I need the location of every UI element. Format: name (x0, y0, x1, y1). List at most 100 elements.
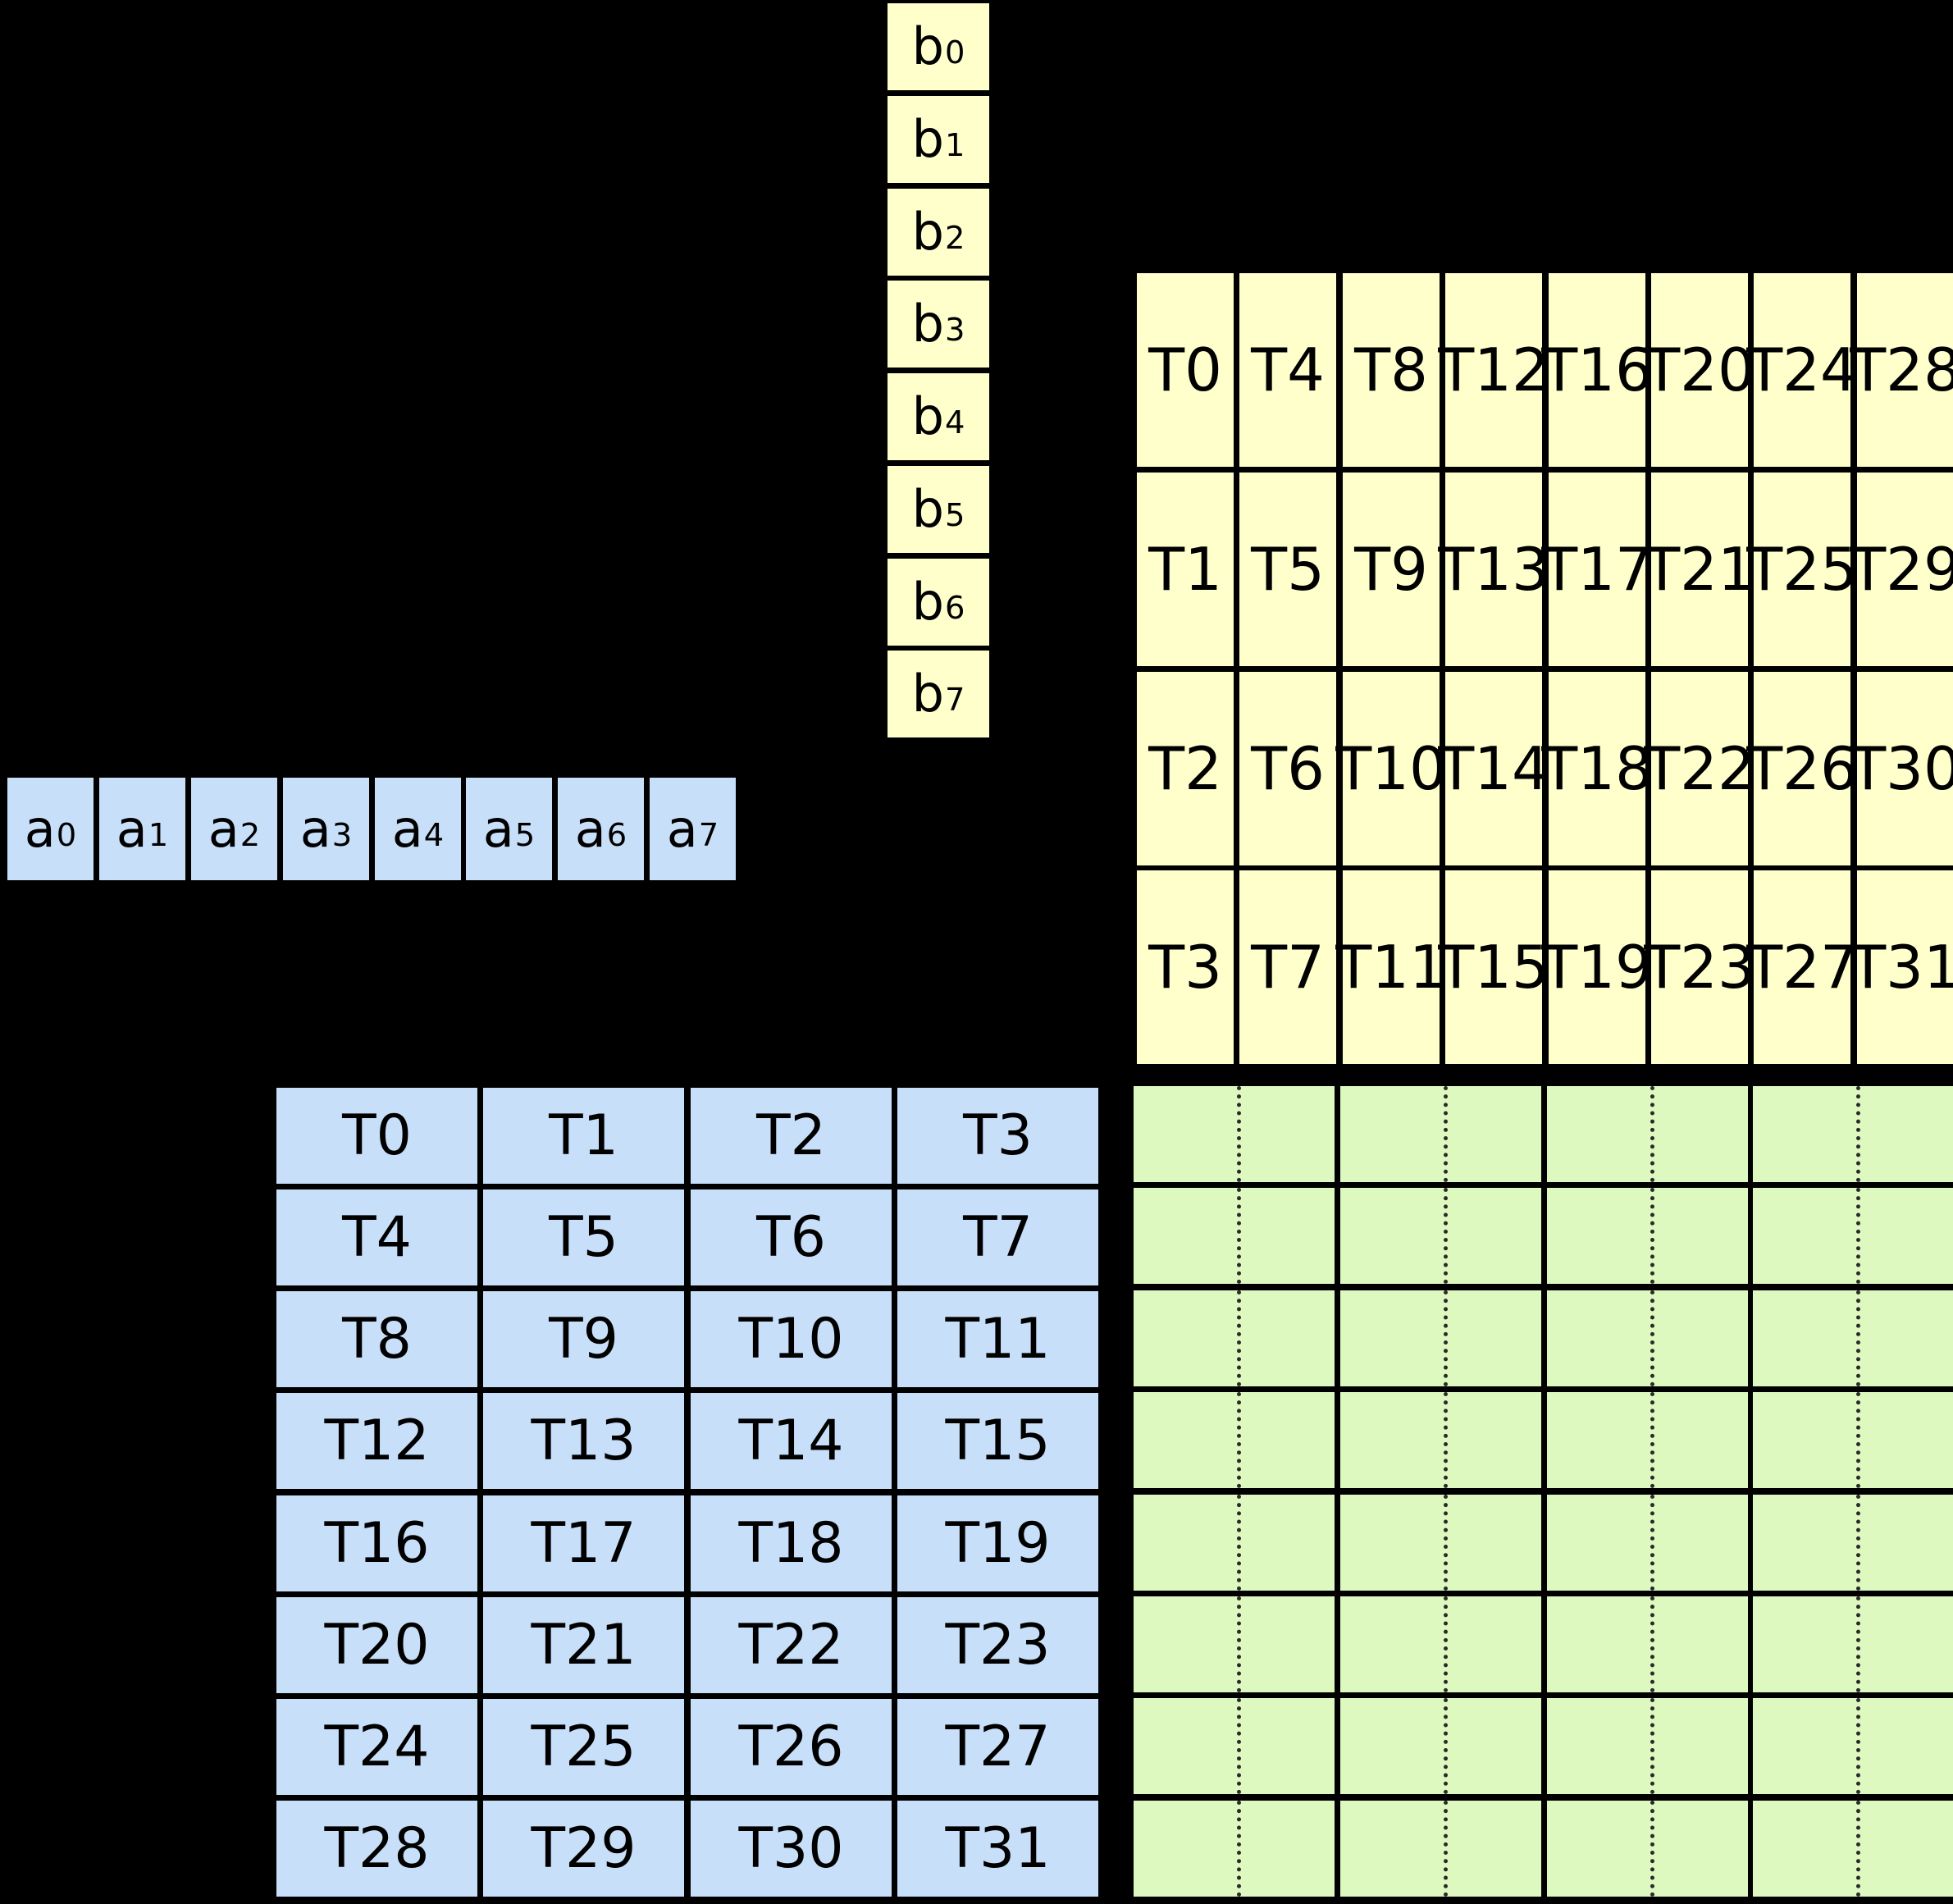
thread-grid-yellow-cell-label: T9 (1354, 535, 1428, 604)
vector-a-cell-label: a (666, 798, 698, 859)
thread-table-blue-cell: T1 (480, 1084, 687, 1187)
thread-grid-yellow-cell-label: T4 (1251, 336, 1325, 404)
output-grid-green-cell (1130, 1389, 1338, 1491)
output-grid-green-dotted-divider (1237, 1495, 1241, 1591)
thread-grid-yellow-cell: T23 (1644, 867, 1755, 1067)
thread-grid-yellow-cell-label: T27 (1746, 933, 1858, 1002)
thread-grid-yellow-cell-label: T19 (1541, 933, 1653, 1002)
output-grid-green-cell (1750, 1185, 1953, 1287)
thread-table-blue-cell: T26 (687, 1696, 895, 1798)
vector-a-cell-label: a (24, 798, 56, 859)
output-grid-green-dotted-divider (1237, 1290, 1241, 1386)
thread-table-blue-cell-label: T3 (963, 1103, 1033, 1168)
thread-table-blue-cell-label: T19 (945, 1510, 1051, 1576)
thread-grid-yellow-cell: T1 (1134, 469, 1237, 669)
output-grid-green-cell (1337, 1797, 1545, 1900)
output-grid-green-cell (1130, 1185, 1338, 1287)
thread-grid-yellow-cell-label: T10 (1335, 734, 1447, 803)
output-grid-green-dotted-divider (1856, 1086, 1860, 1182)
thread-grid-yellow-cell-label: T14 (1438, 734, 1549, 803)
thread-table-blue-cell-label: T0 (342, 1103, 412, 1168)
output-grid-green-dotted-divider (1444, 1290, 1448, 1386)
thread-grid-yellow-cell-label: T21 (1644, 535, 1755, 604)
thread-table-blue-cell-label: T2 (756, 1103, 826, 1168)
vector-a-cell-subscript: 6 (606, 816, 627, 854)
thread-grid-yellow-cell-label: T26 (1746, 734, 1858, 803)
thread-table-blue-cell: T29 (480, 1797, 687, 1900)
thread-table-blue-cell: T25 (480, 1696, 687, 1798)
thread-grid-yellow-cell: T25 (1746, 469, 1858, 669)
output-grid-green-cell (1130, 1287, 1338, 1390)
thread-grid-yellow-cell: T29 (1850, 469, 1953, 669)
vector-b-cell-subscript: 0 (944, 34, 965, 72)
thread-grid-yellow-cell-label: T20 (1644, 336, 1755, 404)
thread-grid-yellow-cell: T28 (1850, 270, 1953, 470)
vector-b-cell-subscript: 6 (944, 590, 965, 628)
thread-grid-yellow-cell: T5 (1236, 469, 1339, 669)
vector-a-cell-label: a (208, 798, 240, 859)
vector-b-cell-label: b (911, 294, 944, 354)
thread-grid-yellow-cell-label: T6 (1251, 734, 1325, 803)
vector-b-cell-subscript: 7 (944, 682, 965, 719)
output-grid-green-cell (1130, 1695, 1338, 1797)
thread-grid-yellow-cell-label: T13 (1438, 535, 1549, 604)
thread-table-blue-cell-label: T12 (324, 1408, 430, 1473)
output-grid-green-dotted-divider (1650, 1801, 1654, 1897)
vector-b-cell-subscript: 2 (944, 220, 965, 258)
thread-grid-yellow-cell-label: T23 (1644, 933, 1755, 1002)
thread-table-blue-cell: T13 (480, 1390, 687, 1492)
thread-table-blue-cell: T4 (273, 1186, 481, 1289)
thread-grid-yellow-cell: T14 (1438, 669, 1549, 869)
output-grid-green-cell (1544, 1287, 1751, 1390)
thread-table-blue-cell-label: T25 (531, 1714, 637, 1779)
output-grid-green-dotted-divider (1237, 1188, 1241, 1284)
thread-table-blue-cell-label: T29 (531, 1815, 637, 1881)
vector-b-cell-subscript: 1 (944, 127, 965, 165)
output-grid-green-dotted-divider (1856, 1188, 1860, 1284)
output-grid-green-dotted-divider (1444, 1495, 1448, 1591)
output-grid-green-cell (1337, 1491, 1545, 1594)
thread-grid-yellow-cell-label: T1 (1148, 535, 1222, 604)
thread-grid-yellow-cell-label: T8 (1354, 336, 1428, 404)
output-grid-green-dotted-divider (1237, 1801, 1241, 1897)
output-grid-green-cell (1750, 1797, 1953, 1900)
output-grid-green-dotted-divider (1650, 1290, 1654, 1386)
output-grid-green-dotted-divider (1856, 1392, 1860, 1488)
output-grid-green-cell (1544, 1797, 1751, 1900)
thread-grid-yellow-cell: T17 (1541, 469, 1653, 669)
output-grid-green-dotted-divider (1444, 1392, 1448, 1488)
output-grid-green-dotted-divider (1650, 1495, 1654, 1591)
vector-b-cell-label: b (911, 16, 944, 76)
vector-a-cell-subscript: 1 (148, 816, 169, 854)
thread-table-blue-cell: T23 (894, 1594, 1102, 1696)
vector-a-cell-label: a (482, 798, 514, 859)
thread-table-blue-cell-label: T22 (738, 1612, 844, 1678)
thread-table-blue-cell-label: T10 (738, 1306, 844, 1372)
thread-table-blue-cell-label: T1 (549, 1103, 618, 1168)
thread-table-blue-cell-label: T27 (945, 1714, 1051, 1779)
output-grid-green-dotted-divider (1650, 1392, 1654, 1488)
output-grid-green-cell (1130, 1491, 1338, 1594)
thread-grid-yellow-cell: T8 (1339, 270, 1443, 470)
thread-table-blue-cell-label: T11 (945, 1306, 1051, 1372)
thread-grid-yellow-cell: T26 (1746, 669, 1858, 869)
thread-grid-yellow-cell: T24 (1746, 270, 1858, 470)
output-grid-green-cell (1337, 1185, 1545, 1287)
thread-table-blue-cell: T12 (273, 1390, 481, 1492)
thread-grid-yellow-cell-label: T15 (1438, 933, 1549, 1002)
output-grid-green (1130, 1083, 1953, 1900)
thread-grid-yellow-cell: T4 (1236, 270, 1339, 470)
vector-a-cell-subscript: 0 (56, 816, 77, 854)
output-grid-green-dotted-divider (1650, 1596, 1654, 1692)
thread-grid-yellow-cell-label: T5 (1251, 535, 1325, 604)
thread-table-blue-cell-label: T31 (945, 1815, 1051, 1881)
vector-b-cell-label: b (911, 202, 944, 262)
thread-grid-yellow-cell-label: T12 (1438, 336, 1549, 404)
